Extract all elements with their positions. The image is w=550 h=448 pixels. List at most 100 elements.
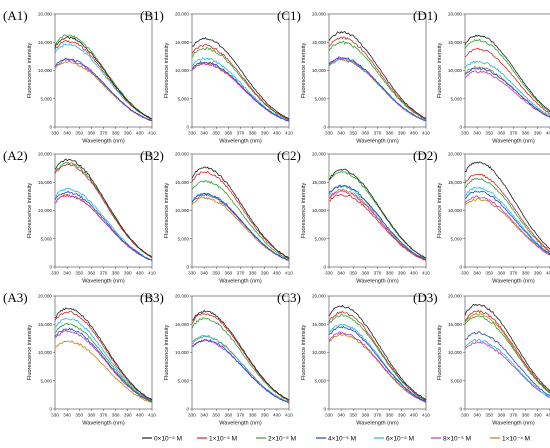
x-tick-label: 390 — [261, 271, 269, 276]
series-line — [464, 173, 550, 253]
y-tick-label: 15,000 — [312, 180, 326, 185]
x-tick-label: 360 — [88, 271, 96, 276]
y-tick-label: 5,000 — [41, 96, 53, 101]
x-tick-label: 350 — [212, 413, 220, 418]
series-line — [191, 196, 290, 261]
series-line — [328, 304, 427, 401]
x-tick-label: 340 — [63, 413, 71, 418]
y-tick-label: 15,000 — [38, 322, 52, 327]
series-line — [54, 39, 153, 120]
x-tick-label: 340 — [63, 131, 71, 136]
panel-label: (A3) — [3, 290, 28, 305]
x-tick-label: 380 — [522, 271, 530, 276]
y-tick-label: 10,000 — [38, 208, 52, 213]
x-tick-label: 380 — [386, 271, 394, 276]
y-axis-title: Fluorescence intensity — [164, 182, 170, 238]
x-tick-label: 400 — [273, 131, 281, 136]
y-axis-title: Fluorescence intensity — [301, 182, 307, 238]
x-tick-label: 390 — [398, 413, 406, 418]
x-tick-label: 330 — [51, 413, 59, 418]
y-tick-label: 0 — [459, 265, 462, 270]
legend: 0×10⁻⁵ M 1×10⁻⁵ M 2×10⁻⁵ M 4×10⁻⁵ M 6×10⁻⁵ M… — [142, 435, 530, 442]
plot-frame — [464, 153, 550, 268]
y-tick-label: 20,000 — [448, 152, 462, 157]
x-tick-label: 400 — [410, 131, 418, 136]
x-tick-label: 370 — [374, 131, 382, 136]
panel-label: (C3) — [277, 290, 301, 305]
x-tick-label: 350 — [349, 131, 357, 136]
x-tick-label: 380 — [112, 271, 120, 276]
y-axis-title: Fluorescence intensity — [164, 324, 170, 380]
x-tick-label: 390 — [398, 131, 406, 136]
x-tick-label: 360 — [362, 413, 370, 418]
chart-panel: (B3) 330 340 350 360 370 380 390 400 410 0 5,000 10,… — [140, 290, 293, 427]
y-tick-label: 20,000 — [312, 294, 326, 299]
y-axis-title: Fluorescence intensity — [437, 42, 443, 98]
x-tick-label: 340 — [337, 413, 345, 418]
y-tick-label: 5,000 — [451, 378, 463, 383]
series-line — [191, 47, 290, 121]
series-line — [464, 67, 550, 118]
series-line — [54, 60, 153, 122]
panel-label: (D1) — [413, 8, 438, 23]
panel-label: (B3) — [140, 290, 164, 305]
x-axis-title: Wavelength (nm) — [82, 139, 125, 145]
chart-panel: (B2) 330 340 350 360 370 380 390 400 410 0 5,000 10,… — [140, 148, 293, 285]
series-line — [328, 170, 427, 260]
series-line — [54, 43, 153, 120]
x-tick-label: 380 — [522, 131, 530, 136]
series-line — [191, 335, 290, 403]
series-line — [464, 38, 550, 113]
series-line — [464, 312, 550, 393]
series-line — [191, 309, 290, 400]
series-line — [464, 315, 550, 394]
series-line — [191, 56, 290, 121]
series-line — [54, 310, 153, 401]
y-axis-title: Fluorescence intensity — [164, 42, 170, 98]
series-line — [464, 70, 550, 118]
y-tick-label: 20,000 — [175, 152, 189, 157]
x-tick-label: 340 — [200, 271, 208, 276]
series-line — [328, 194, 427, 261]
y-tick-label: 5,000 — [41, 378, 53, 383]
series-line — [328, 36, 427, 120]
x-tick-label: 350 — [212, 131, 220, 136]
x-tick-label: 360 — [225, 413, 233, 418]
chart-panel: (D2) 330 340 350 360 370 380 390 400 410 0 5,000 10,… — [413, 148, 550, 285]
x-tick-label: 370 — [100, 413, 108, 418]
y-tick-label: 10,000 — [448, 68, 462, 73]
y-tick-label: 0 — [459, 125, 462, 130]
y-tick-label: 5,000 — [178, 96, 190, 101]
y-tick-label: 0 — [186, 125, 189, 130]
y-tick-label: 0 — [459, 407, 462, 412]
x-axis-title: Wavelength (nm) — [219, 279, 262, 285]
series-line — [464, 186, 550, 254]
y-tick-label: 10,000 — [312, 68, 326, 73]
series-line — [464, 190, 550, 255]
panel-label: (B2) — [140, 148, 164, 163]
series-line — [328, 40, 427, 120]
y-tick-label: 0 — [49, 407, 52, 412]
y-tick-label: 0 — [186, 265, 189, 270]
series-line — [464, 60, 550, 117]
legend-label: 1×10⁻⁴ M — [502, 435, 530, 442]
series-line — [464, 161, 550, 250]
series-line — [464, 341, 550, 398]
x-tick-label: 360 — [498, 271, 506, 276]
y-tick-label: 10,000 — [175, 208, 189, 213]
x-tick-label: 360 — [498, 131, 506, 136]
x-tick-label: 350 — [485, 271, 493, 276]
x-tick-label: 400 — [410, 413, 418, 418]
series-line — [328, 325, 427, 403]
y-tick-label: 15,000 — [448, 180, 462, 185]
y-tick-label: 5,000 — [315, 378, 327, 383]
x-tick-label: 350 — [349, 413, 357, 418]
chart-panel: (D1) 330 340 350 360 370 380 390 400 410 0 5,000 10,… — [413, 8, 550, 145]
x-tick-label: 380 — [249, 271, 257, 276]
series-line — [464, 303, 550, 392]
y-axis-title: Fluorescence intensity — [301, 42, 307, 98]
series-line — [54, 193, 153, 261]
x-tick-label: 410 — [422, 131, 430, 136]
x-tick-label: 370 — [100, 271, 108, 276]
series-line — [54, 190, 153, 261]
